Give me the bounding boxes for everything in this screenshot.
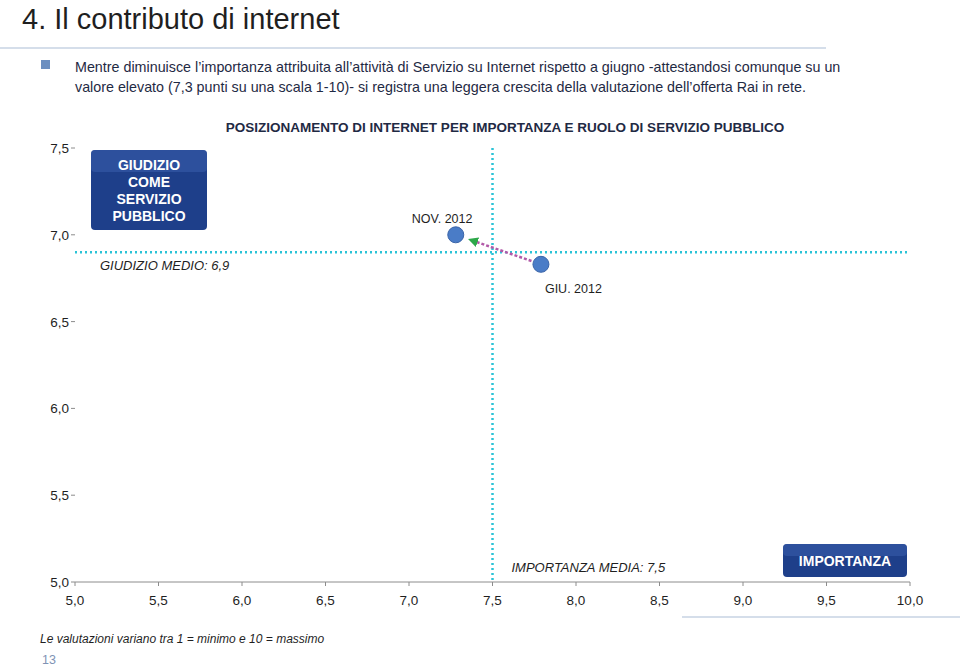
x-tick bbox=[409, 582, 410, 586]
y-tick-label: 7,0 bbox=[50, 228, 69, 243]
y-tick bbox=[71, 234, 75, 235]
y-tick-label: 5,5 bbox=[50, 488, 69, 503]
y-tick bbox=[71, 148, 75, 149]
x-tick-label: 8,0 bbox=[567, 593, 586, 608]
point-label: GIU. 2012 bbox=[545, 282, 602, 296]
heading-rule bbox=[0, 47, 826, 49]
page: 4. Il contributo di internet Mentre dimin… bbox=[0, 0, 960, 665]
y-tick bbox=[71, 408, 75, 409]
x-tick-label: 8,5 bbox=[650, 593, 669, 608]
point-label: NOV. 2012 bbox=[412, 212, 473, 226]
x-tick bbox=[242, 582, 243, 586]
reference-line-label: IMPORTANZA MEDIA: 7,5 bbox=[512, 560, 666, 575]
data-point bbox=[533, 256, 549, 272]
plot-area bbox=[75, 148, 910, 582]
page-number: 13 bbox=[42, 653, 56, 665]
data-point bbox=[448, 227, 464, 243]
x-tick-label: 9,0 bbox=[734, 593, 753, 608]
x-tick-label: 7,0 bbox=[400, 593, 419, 608]
reference-line-y bbox=[75, 251, 910, 254]
x-tick bbox=[158, 582, 159, 586]
x-tick-label: 6,5 bbox=[316, 593, 335, 608]
y-axis-line bbox=[75, 148, 76, 582]
x-tick bbox=[826, 582, 827, 586]
x-tick bbox=[910, 582, 911, 586]
x-tick bbox=[576, 582, 577, 586]
y-tick bbox=[71, 321, 75, 322]
footer-rule bbox=[682, 616, 960, 618]
bullet-text: Mentre diminuisce l’importanza attribuit… bbox=[75, 59, 840, 75]
x-tick bbox=[325, 582, 326, 586]
reference-line-x bbox=[491, 148, 494, 582]
x-tick-label: 6,0 bbox=[233, 593, 252, 608]
x-tick bbox=[743, 582, 744, 586]
x-tick-label: 5,0 bbox=[66, 593, 85, 608]
x-tick-label: 7,5 bbox=[483, 593, 502, 608]
y-axis-label: GIUDIZIOCOMESERVIZIOPUBBLICO bbox=[112, 157, 185, 224]
x-label-box bbox=[783, 544, 907, 577]
chart-title: POSIZIONAMENTO DI INTERNET PER IMPORTANZ… bbox=[226, 120, 784, 135]
x-tick bbox=[75, 582, 76, 586]
x-tick-label: 10,0 bbox=[897, 593, 923, 608]
bullet-marker bbox=[41, 60, 50, 69]
x-tick bbox=[492, 582, 493, 586]
y-label-box-shine bbox=[91, 150, 207, 172]
heading: 4. Il contributo di internet bbox=[22, 3, 340, 35]
y-label-box bbox=[91, 150, 207, 230]
footnote: Le valutazioni variano tra 1 = minimo e … bbox=[40, 632, 324, 646]
x-tick-label: 5,5 bbox=[149, 593, 168, 608]
bullet-text: valore elevato (7,3 punti su una scala 1… bbox=[75, 79, 806, 95]
y-tick-label: 5,0 bbox=[50, 575, 69, 590]
y-tick-label: 7,5 bbox=[50, 141, 69, 156]
trend-arrow bbox=[473, 241, 532, 261]
y-tick-label: 6,5 bbox=[50, 315, 69, 330]
x-tick bbox=[659, 582, 660, 586]
y-tick bbox=[71, 495, 75, 496]
x-tick-label: 9,5 bbox=[817, 593, 836, 608]
y-tick-label: 6,0 bbox=[50, 401, 69, 416]
reference-line-label: GIUDIZIO MEDIO: 6,9 bbox=[100, 258, 229, 273]
y-tick bbox=[71, 582, 75, 583]
x-axis-label: IMPORTANZA bbox=[799, 553, 891, 569]
